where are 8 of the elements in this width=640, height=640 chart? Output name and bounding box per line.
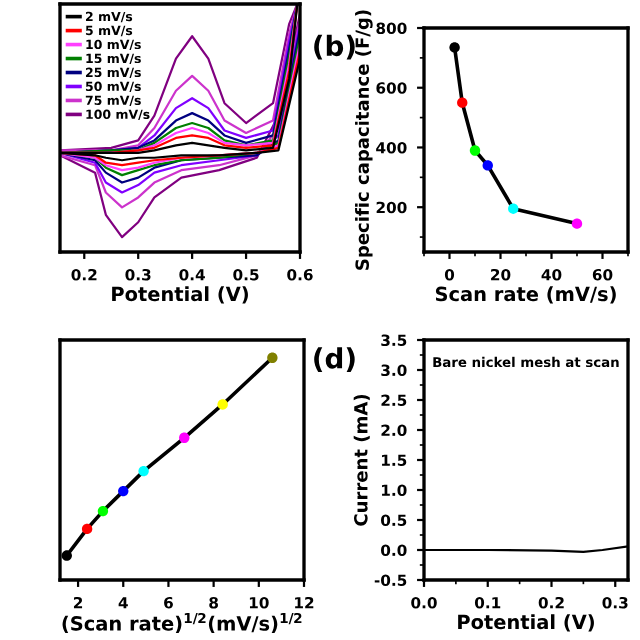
text: (d): [314, 347, 355, 372]
y-axis-title: Current (mA): [353, 394, 370, 526]
y-axis-title: Specific capacitance (F/g): [355, 10, 373, 270]
x-axis-title: (Scan rate)$^{1/2}$(mV/s)$^{1/2}$: [62, 612, 302, 634]
text: (b): [314, 34, 355, 60]
x-axis-title: Scan rate (mV/s): [435, 286, 616, 304]
x-axis-title: Potential (V): [458, 614, 594, 632]
x-axis-title: Potential (V): [112, 286, 248, 304]
